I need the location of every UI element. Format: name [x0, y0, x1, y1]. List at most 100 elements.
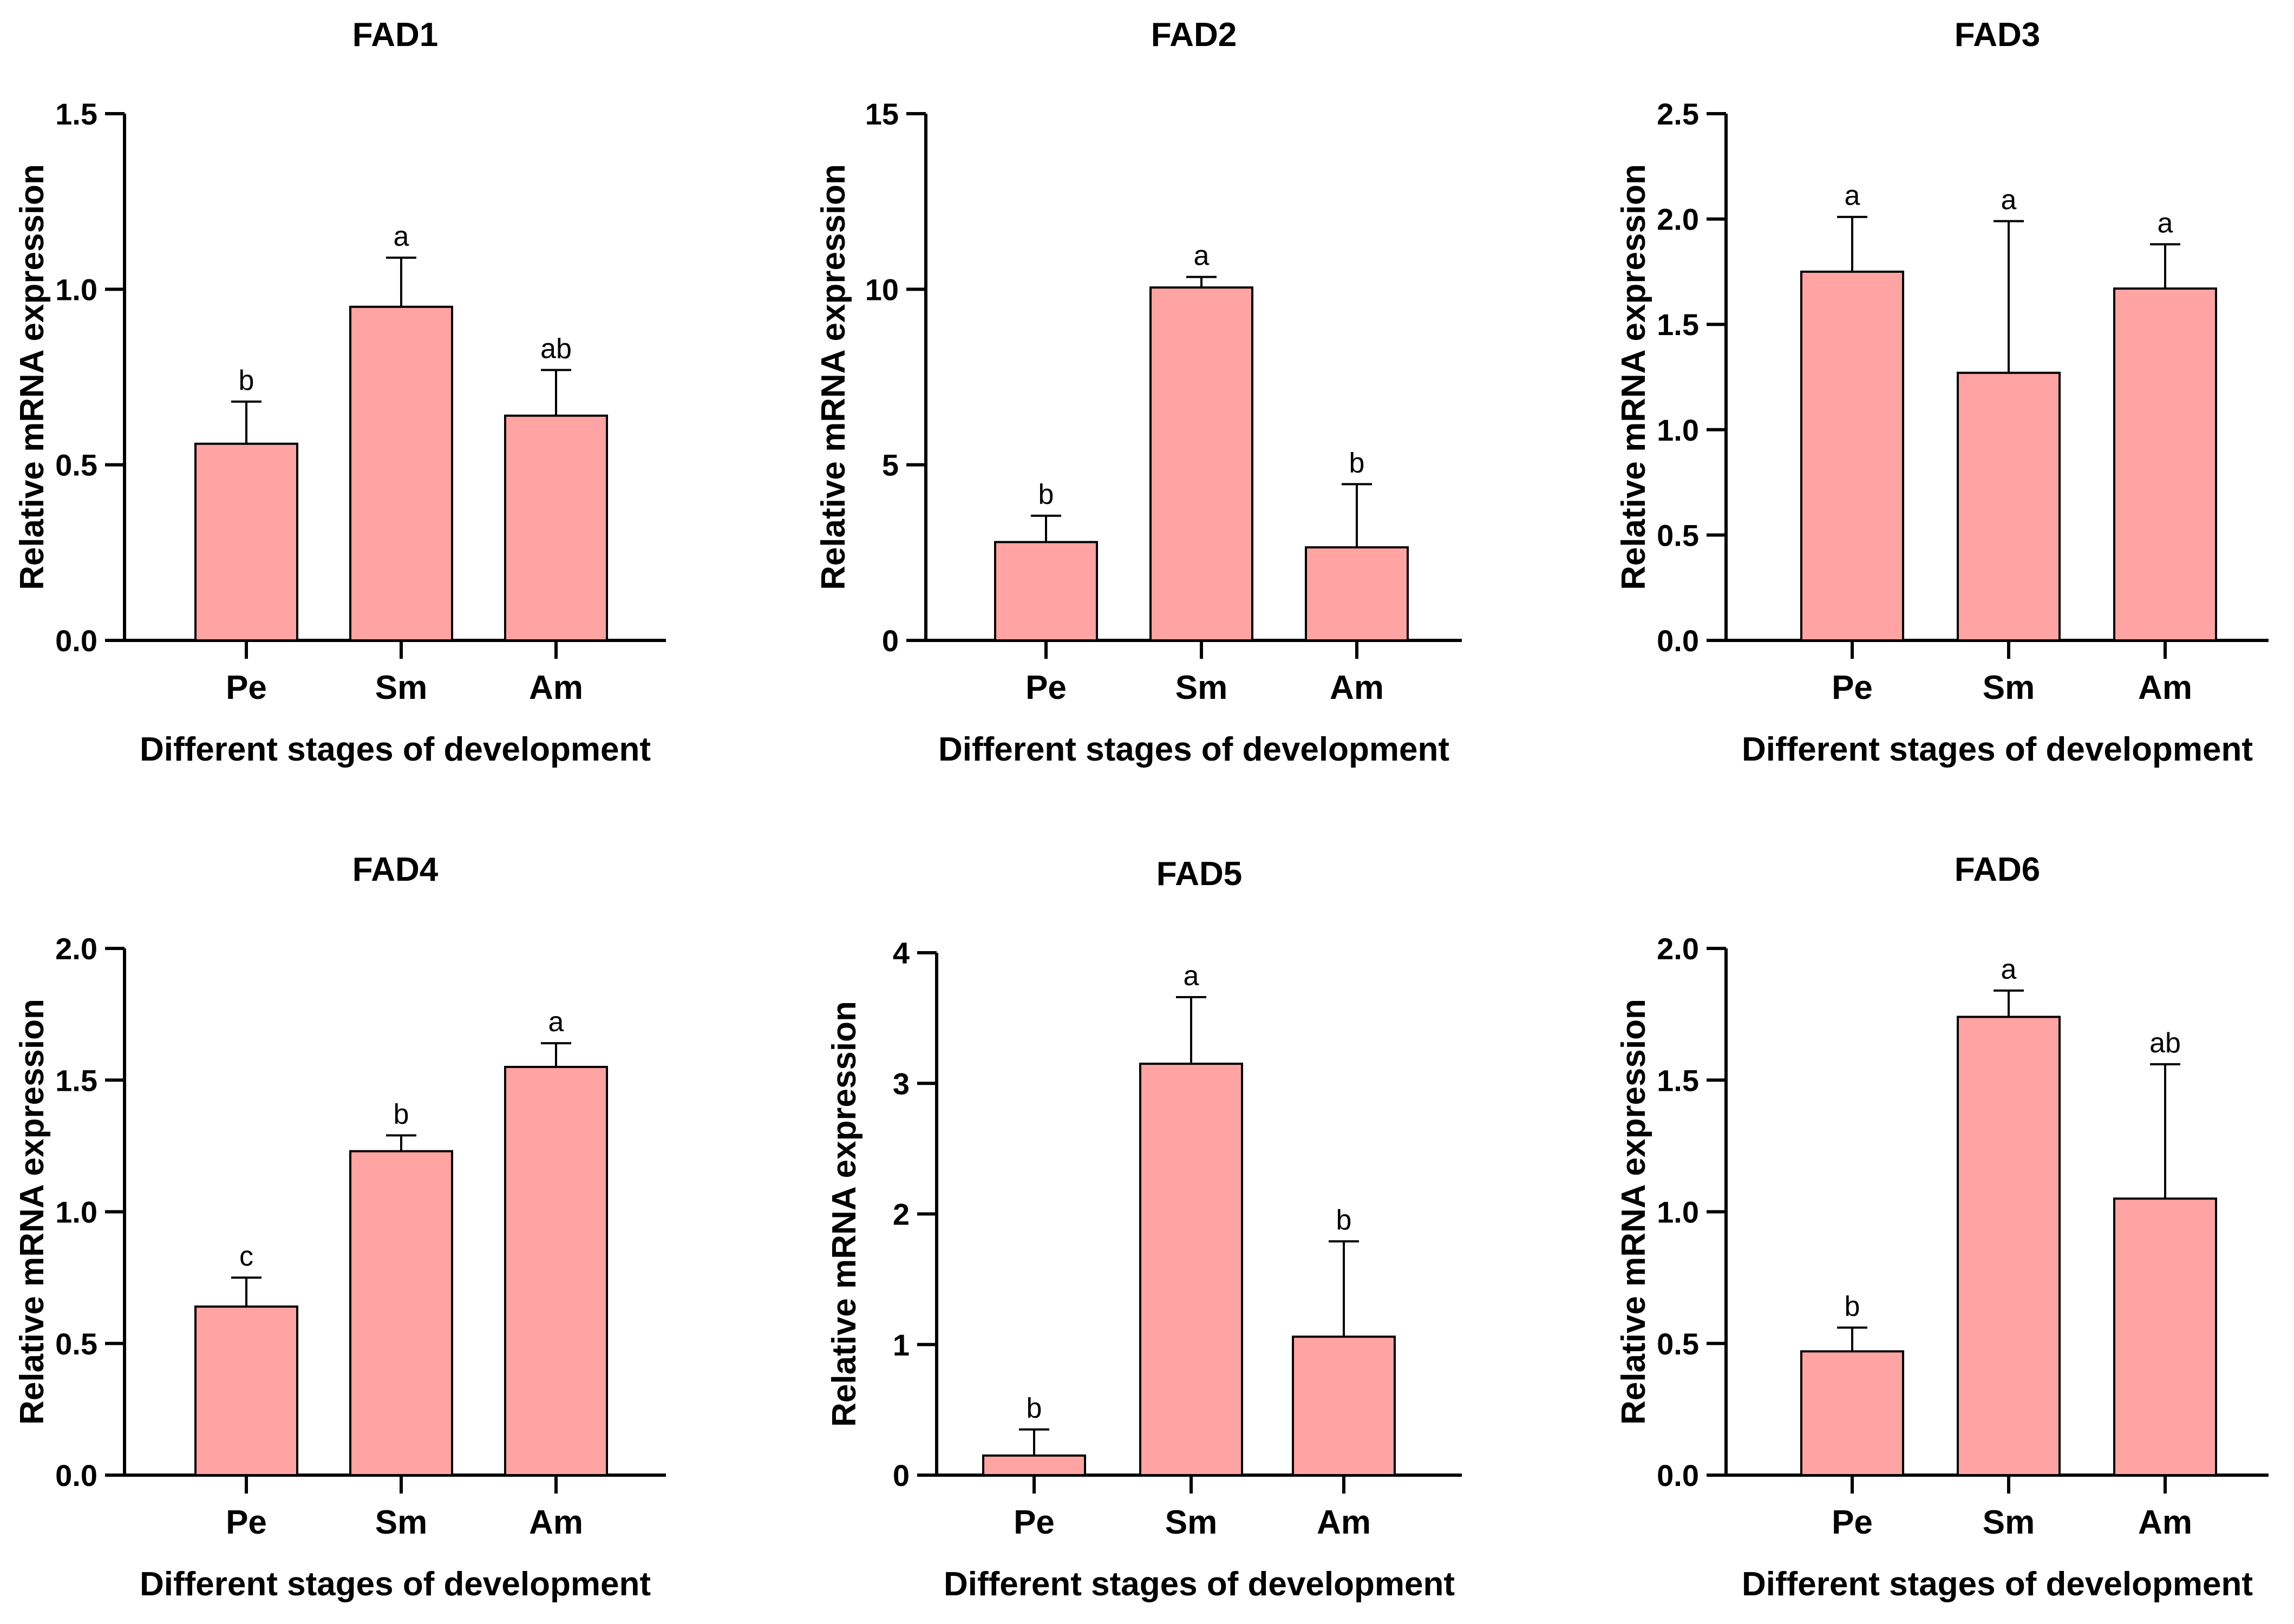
y-tick-label: 1.0 [55, 1195, 97, 1229]
bar-sm [349, 1150, 453, 1476]
bar-am [504, 414, 608, 641]
y-axis-title: Relative mRNA expression [815, 164, 852, 590]
bar-am [1292, 1335, 1396, 1476]
chart-title: FAD6 [1955, 851, 2040, 888]
significance-label: c [239, 1241, 253, 1272]
y-axis-title: Relative mRNA expression [826, 1001, 863, 1427]
y-axis-title: Relative mRNA expression [1615, 999, 1652, 1425]
y-tick-label: 1.0 [55, 272, 97, 306]
bar-pe [1800, 1350, 1904, 1476]
significance-label: b [1336, 1204, 1352, 1236]
x-tick-label: Sm [1175, 669, 1227, 706]
x-tick-label: Pe [1832, 669, 1873, 706]
significance-label: b [1027, 1393, 1042, 1424]
significance-label: b [239, 365, 254, 396]
x-tick-label: Am [2138, 669, 2192, 706]
bar-am [2113, 1197, 2217, 1477]
y-tick-label: 2 [893, 1197, 910, 1232]
significance-label: ab [540, 333, 572, 365]
x-tick-label: Sm [1983, 669, 2035, 706]
y-tick-label: 1.0 [1657, 1195, 1699, 1229]
y-tick-label: 1.5 [55, 97, 97, 131]
significance-label: b [1845, 1291, 1860, 1322]
significance-label: a [548, 1006, 564, 1038]
bar-sm [1149, 286, 1253, 641]
y-tick-label: 10 [865, 272, 899, 306]
bar-am [1305, 546, 1409, 641]
x-tick-label: Pe [1014, 1504, 1055, 1541]
y-tick-label: 5 [882, 448, 899, 482]
significance-label: a [2158, 207, 2173, 239]
bar-sm [1957, 371, 2061, 641]
x-tick-label: Sm [375, 669, 427, 706]
y-tick-label: 2.0 [1657, 202, 1699, 237]
bar-pe [982, 1454, 1086, 1476]
significance-label: a [2001, 954, 2017, 985]
chart-title: FAD3 [1955, 16, 2040, 54]
y-tick-label: 1 [893, 1328, 910, 1362]
y-axis-title: Relative mRNA expression [1615, 164, 1652, 590]
y-tick-label: 0.0 [55, 1458, 97, 1492]
y-tick-label: 2.0 [55, 932, 97, 966]
y-axis-title: Relative mRNA expression [14, 164, 51, 590]
x-tick-label: Am [1317, 1504, 1371, 1541]
x-tick-label: Am [529, 669, 583, 706]
chart-panel-fad2: FAD2 0 5 10 15 Relative mRNA expression b Pe a Sm… [815, 16, 1462, 768]
bar-am [504, 1065, 608, 1477]
y-tick-label: 0.0 [1657, 1458, 1699, 1492]
y-tick-label: 0.0 [1657, 624, 1699, 658]
bar-sm [1139, 1063, 1243, 1476]
chart-title: FAD2 [1151, 16, 1237, 54]
y-tick-label: 1.5 [1657, 307, 1699, 342]
y-tick-label: 3 [893, 1066, 910, 1101]
x-tick-label: Am [529, 1504, 583, 1541]
x-axis-title: Different stages of development [1742, 731, 2253, 768]
significance-label: b [1038, 479, 1054, 510]
bar-sm [1957, 1016, 2061, 1476]
x-axis-title: Different stages of development [938, 731, 1449, 768]
x-axis-title: Different stages of development [140, 1566, 651, 1603]
x-axis-title: Different stages of development [944, 1566, 1455, 1603]
bar-am [2113, 287, 2217, 641]
significance-label: b [394, 1098, 409, 1130]
significance-label: a [1194, 240, 1210, 272]
significance-label: ab [2149, 1027, 2181, 1059]
x-tick-label: Sm [1983, 1504, 2035, 1541]
y-tick-label: 1.5 [55, 1063, 97, 1097]
x-axis-title: Different stages of development [140, 731, 651, 768]
x-axis-title: Different stages of development [1742, 1566, 2253, 1603]
significance-label: b [1349, 447, 1365, 479]
y-tick-label: 0 [882, 624, 899, 658]
y-axis-title: Relative mRNA expression [14, 999, 51, 1425]
bar-pe [1800, 270, 1904, 641]
y-tick-label: 1.5 [1657, 1063, 1699, 1097]
y-tick-label: 2.0 [1657, 932, 1699, 966]
y-tick-label: 0.0 [55, 624, 97, 658]
bar-pe [194, 442, 298, 641]
y-tick-label: 0.5 [55, 1327, 97, 1361]
x-tick-label: Am [1330, 669, 1384, 706]
significance-label: a [1845, 180, 1860, 212]
y-tick-label: 0 [893, 1458, 910, 1492]
bar-sm [349, 305, 453, 641]
significance-label: a [1184, 960, 1199, 992]
x-tick-label: Am [2138, 1504, 2192, 1541]
significance-label: a [394, 221, 409, 252]
chart-title: FAD5 [1156, 855, 1242, 893]
chart-title: FAD1 [352, 16, 438, 54]
y-tick-label: 0.5 [1657, 1327, 1699, 1361]
y-tick-label: 4 [893, 936, 910, 970]
y-tick-label: 1.0 [1657, 413, 1699, 447]
x-tick-label: Pe [226, 1504, 267, 1541]
y-tick-label: 0.5 [1657, 518, 1699, 552]
x-tick-label: Pe [1025, 669, 1067, 706]
y-tick-label: 2.5 [1657, 97, 1699, 131]
bar-pe [994, 541, 1098, 642]
x-tick-label: Pe [1832, 1504, 1873, 1541]
y-tick-label: 15 [865, 97, 899, 131]
